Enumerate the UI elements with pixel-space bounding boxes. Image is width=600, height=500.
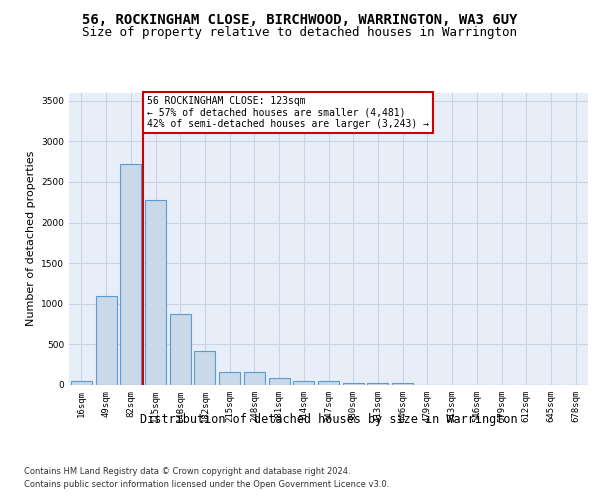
Bar [318,381,339,385]
Bar [194,352,215,385]
Text: 56 ROCKINGHAM CLOSE: 123sqm
← 57% of detached houses are smaller (4,481)
42% of : 56 ROCKINGHAM CLOSE: 123sqm ← 57% of det… [147,96,429,129]
Text: Distribution of detached houses by size in Warrington: Distribution of detached houses by size … [140,412,518,426]
Text: Contains public sector information licensed under the Open Government Licence v3: Contains public sector information licen… [24,480,389,489]
Text: 56, ROCKINGHAM CLOSE, BIRCHWOOD, WARRINGTON, WA3 6UY: 56, ROCKINGHAM CLOSE, BIRCHWOOD, WARRING… [82,12,518,26]
Bar [244,372,265,385]
Bar [293,380,314,385]
Bar [367,383,388,385]
Bar [145,200,166,385]
Text: Size of property relative to detached houses in Warrington: Size of property relative to detached ho… [83,26,517,39]
Bar [269,378,290,385]
Bar [392,384,413,385]
Bar [120,164,141,385]
Bar [219,372,240,385]
Bar [343,382,364,385]
Y-axis label: Number of detached properties: Number of detached properties [26,151,35,326]
Bar [71,380,92,385]
Text: Contains HM Land Registry data © Crown copyright and database right 2024.: Contains HM Land Registry data © Crown c… [24,468,350,476]
Bar [95,296,116,385]
Bar [170,314,191,385]
